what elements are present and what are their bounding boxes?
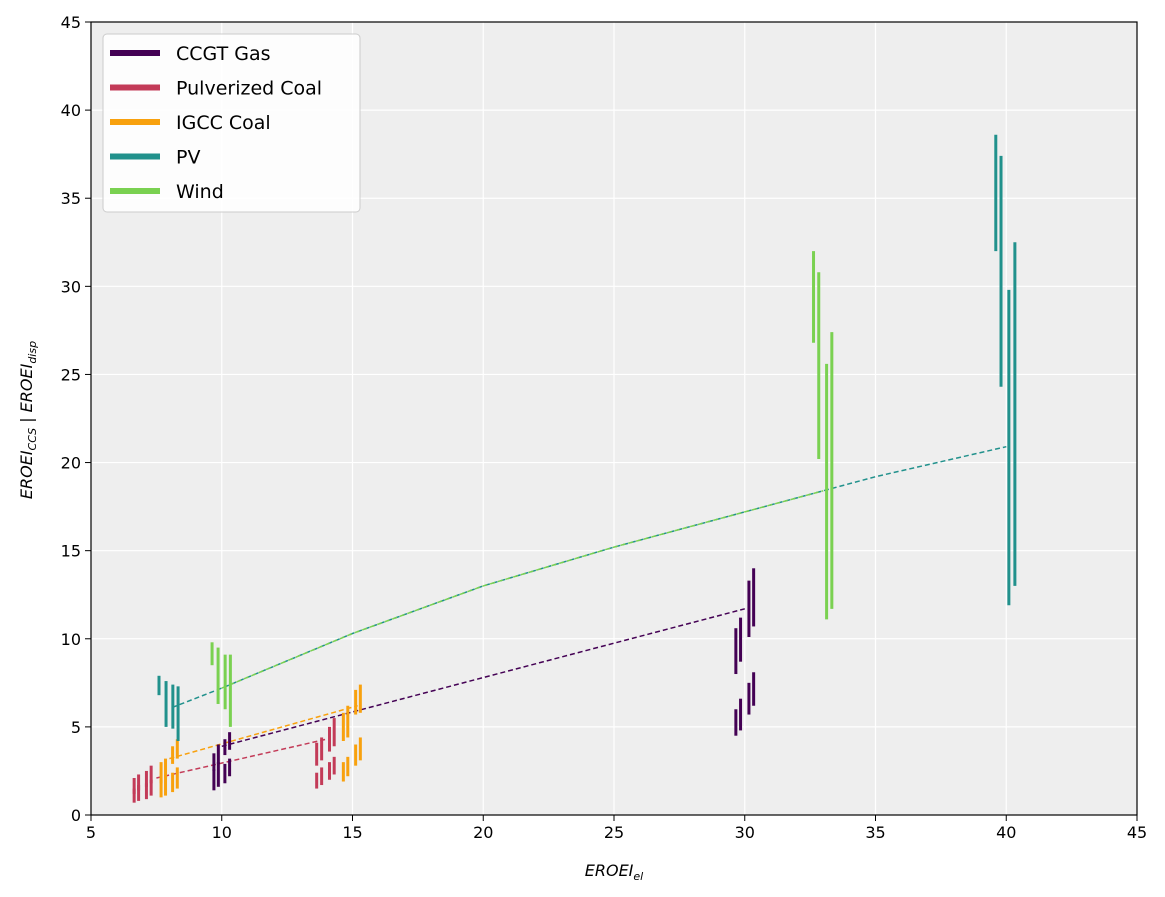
x-tick-label: 15 [342, 823, 362, 842]
legend-label-wind: Wind [176, 181, 224, 203]
legend-label-pulverized-coal: Pulverized Coal [176, 78, 322, 100]
x-tick-label: 35 [865, 823, 885, 842]
legend: CCGT Gas Pulverized Coal IGCC Coal PV Wind [102, 33, 361, 213]
y-tick-label: 30 [61, 277, 81, 296]
x-tick-label: 40 [996, 823, 1016, 842]
y-tick-label: 20 [61, 454, 81, 473]
y-axis-label: EROEICCS | EROEIdisp [17, 341, 39, 499]
y-tick-label: 10 [61, 630, 81, 649]
x-tick-label: 10 [212, 823, 232, 842]
y-tick-label: 40 [61, 101, 81, 120]
y-tick-label: 5 [71, 718, 81, 737]
y-axis-label-main1: EROEI [17, 450, 36, 499]
legend-label-ccgt-gas: CCGT Gas [176, 43, 271, 65]
y-tick-label: 15 [61, 542, 81, 561]
trend-line-pv [171, 445, 1007, 709]
x-tick-label: 20 [473, 823, 493, 842]
legend-box [102, 33, 361, 213]
y-axis-label-sub1: CCS [26, 428, 39, 451]
trend-line-igcc-coal [169, 704, 358, 760]
y-tick-label: 35 [61, 189, 81, 208]
x-axis-label-main: EROEI [585, 861, 634, 880]
trend-line-ccgt-gas [221, 608, 745, 748]
x-axis-label: EROEIel [585, 861, 643, 883]
trend-lines [156, 445, 1007, 779]
legend-label-igcc-coal: IGCC Coal [176, 112, 271, 134]
y-tick-label: 25 [61, 365, 81, 384]
y-axis-label-main2: EROEI [17, 363, 36, 412]
y-tick-label: 45 [61, 13, 81, 32]
x-tick-label: 25 [604, 823, 624, 842]
x-tick-label: 30 [735, 823, 755, 842]
y-axis-ticks: 0 5 10 15 20 25 30 35 40 45 [61, 13, 91, 825]
y-axis-label-sub2: disp [26, 341, 39, 364]
legend-label-pv: PV [176, 147, 200, 169]
x-tick-label: 45 [1127, 823, 1147, 842]
error-bars [132, 134, 1017, 803]
x-tick-label: 5 [86, 823, 96, 842]
x-axis-label-sub: el [633, 870, 643, 883]
x-axis-ticks: 5 10 15 20 25 30 35 40 45 [86, 815, 1147, 842]
y-tick-label: 0 [71, 806, 81, 825]
trend-line-pulverized-coal [156, 738, 327, 779]
y-axis-label-sep: | [17, 412, 36, 428]
